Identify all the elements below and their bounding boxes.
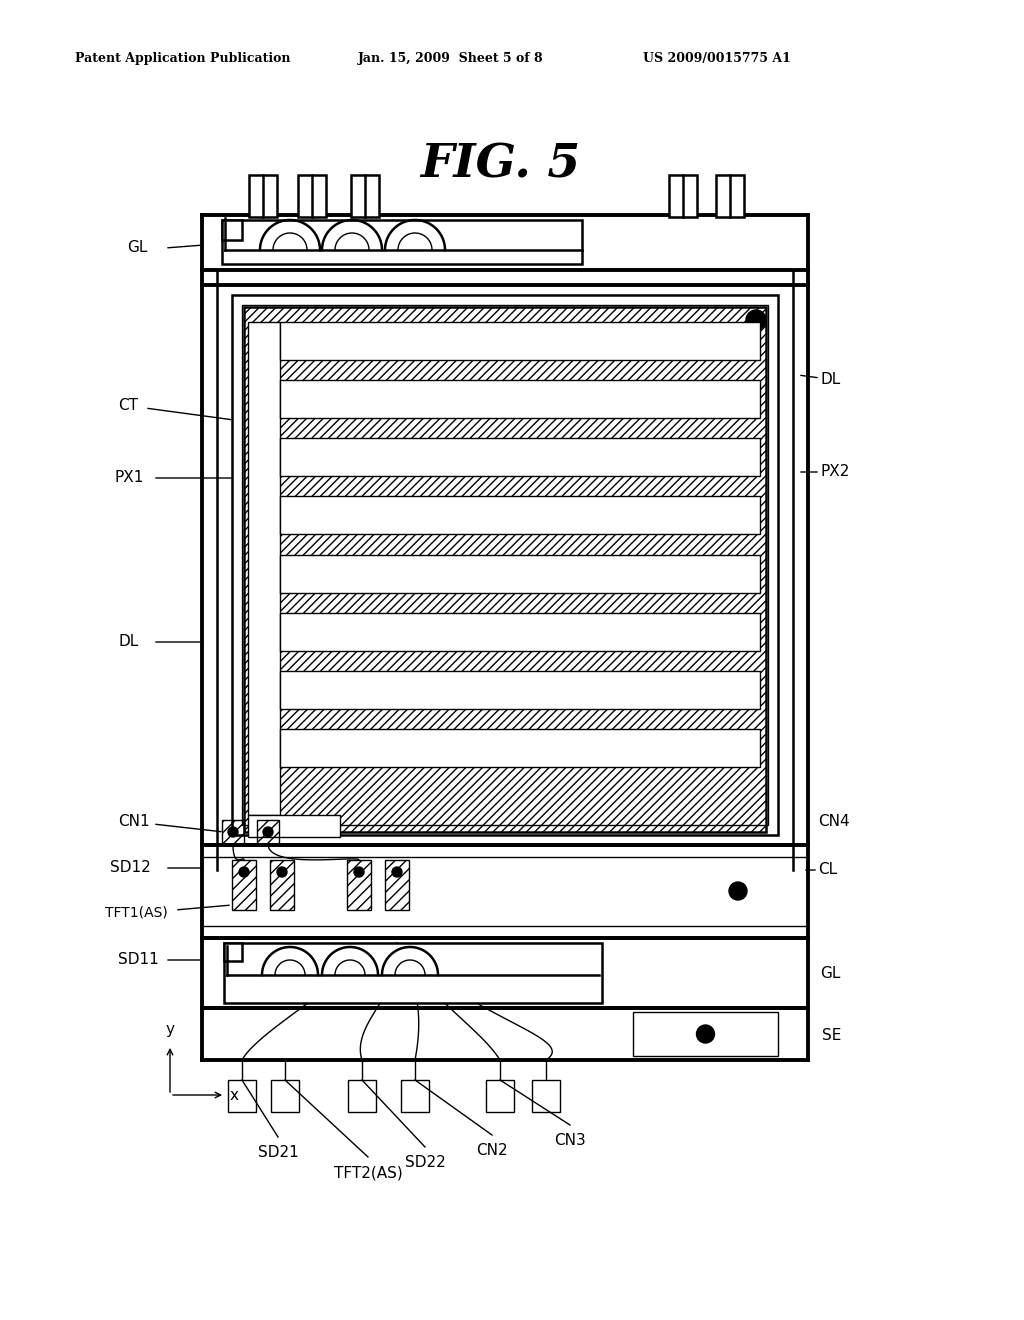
Text: y: y [166,1022,174,1038]
Circle shape [263,828,273,837]
Text: FIG. 5: FIG. 5 [420,143,581,187]
Bar [280,438,760,477]
Bar [280,671,760,709]
Text: SE: SE [822,1027,842,1043]
Bar [385,861,409,909]
Bar [222,220,242,240]
Circle shape [746,310,766,330]
Bar [633,1012,778,1056]
Bar [280,612,760,651]
Text: x: x [230,1088,239,1102]
Text: DL: DL [118,635,138,649]
Bar [532,1080,560,1111]
Circle shape [228,828,238,837]
Bar [232,861,256,909]
Text: Patent Application Publication: Patent Application Publication [75,51,291,65]
Circle shape [696,1026,715,1043]
Bar [228,1080,256,1111]
Circle shape [239,867,249,876]
Text: DL: DL [820,372,841,388]
Bar [224,942,602,1003]
Text: PX2: PX2 [820,465,849,479]
Bar [244,308,766,832]
Text: SD11: SD11 [118,953,159,968]
Bar [248,322,280,814]
Bar [249,176,278,216]
Text: GL: GL [820,965,841,981]
Text: Jan. 15, 2009  Sheet 5 of 8: Jan. 15, 2009 Sheet 5 of 8 [358,51,544,65]
Bar [298,176,326,216]
Bar [242,305,768,825]
Text: CN3: CN3 [554,1133,586,1148]
Text: CN4: CN4 [818,814,850,829]
Bar [222,820,244,843]
Circle shape [392,867,402,876]
Text: SD21: SD21 [258,1144,298,1160]
Bar [669,176,697,216]
Circle shape [278,867,287,876]
Circle shape [729,882,746,900]
Text: CN1: CN1 [118,814,150,829]
Text: SD22: SD22 [404,1155,445,1170]
Bar [270,861,294,909]
Text: US 2009/0015775 A1: US 2009/0015775 A1 [643,51,791,65]
Text: CL: CL [818,862,838,878]
Bar [271,1080,299,1111]
Bar [347,861,371,909]
Circle shape [354,867,364,876]
Bar [280,554,760,593]
Text: PX1: PX1 [115,470,144,486]
Bar [232,294,778,836]
Bar [280,322,760,360]
Bar [280,729,760,767]
Text: SD12: SD12 [110,861,151,875]
Bar [280,380,760,418]
Text: CT: CT [118,397,138,412]
Bar [486,1080,514,1111]
Text: GL: GL [127,240,147,256]
Bar [716,176,744,216]
Bar [280,496,760,535]
Bar [348,1080,376,1111]
Text: TFT2(AS): TFT2(AS) [334,1166,402,1180]
Text: TFT1(AS): TFT1(AS) [105,906,168,919]
Text: CN2: CN2 [476,1143,508,1158]
Bar [401,1080,429,1111]
Bar [351,176,379,216]
Bar [248,814,340,837]
Bar [257,820,279,843]
Bar [222,220,582,264]
Bar [224,942,242,961]
